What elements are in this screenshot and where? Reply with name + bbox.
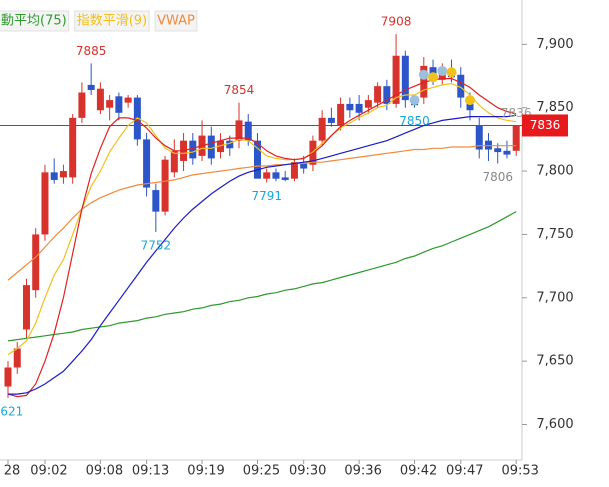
price-annotation: 7791 [251,189,282,203]
candle-body [512,125,520,151]
legend: 移動平均(75) 指数平滑(9) VWAP [0,10,198,32]
candle-body [217,140,225,153]
signal-dot [409,95,420,106]
price-annotation: 7850 [399,114,430,128]
signal-dot [418,69,429,80]
candle-body [337,103,345,126]
candle-body [170,150,178,173]
candle-body [484,140,492,150]
candle-body [189,140,197,159]
candle-body [124,97,132,103]
signal-dot [446,67,457,78]
x-tick-label: 09:02 [30,464,67,479]
y-tick-label: 7,600 [536,417,573,432]
y-tick-label: 7,900 [536,37,573,52]
candle-body [272,172,280,179]
signal-dot [428,72,439,83]
line-series [8,114,517,395]
price-annotation: 7854 [224,83,255,97]
candle-body [281,177,289,180]
x-tick-label: 28 [4,464,21,479]
y-tick-label: 7,750 [536,227,573,242]
candle-body [161,159,169,212]
y-tick-label: 7,850 [536,100,573,115]
price-annotation: 7621 [0,404,23,418]
candle-body [235,120,243,141]
candle-body [494,148,502,153]
x-tick-label: 09:25 [243,464,280,479]
candle-body [32,234,40,291]
x-tick-label: 09:53 [501,464,538,479]
candle-body [4,367,12,387]
legend-box [0,10,70,32]
price-annotation: 7752 [141,238,172,252]
candle-body [50,172,58,180]
candle-body [401,55,409,101]
line-series [7,211,517,342]
candle-body [290,162,298,179]
candle-body [152,190,160,212]
candle-body [383,86,391,104]
signal-dot [465,95,475,106]
x-tick-label: 09:08 [86,464,123,479]
candle-body [503,150,511,155]
candle-body [226,140,234,149]
candle-body [263,172,271,179]
candle-body [13,348,21,368]
x-tick-label: 09:47 [446,464,483,479]
x-tick-label: 09:42 [400,464,437,479]
price-annotation: 7806 [482,170,513,184]
candle-body [87,84,95,90]
legend-box [154,10,198,32]
candle-body [143,139,151,188]
candle-body [41,172,49,235]
x-tick-label: 09:36 [344,464,381,479]
legend-entry: 移動平均(75) [0,14,67,29]
line-series [7,82,517,356]
price-annotation: 7885 [76,44,107,58]
candle-body [96,88,104,111]
candle-body [207,135,215,159]
candle-body [392,55,400,104]
x-tick-label: 09:13 [132,464,169,479]
y-tick-label: 7,800 [536,164,573,179]
x-tick-label: 09:30 [289,464,326,479]
candle-body [318,117,326,141]
candle-body [59,171,67,178]
candle-body [69,117,77,178]
legend-box [74,10,150,32]
candle-body [364,100,372,108]
legend-entry: VWAP [157,14,195,29]
candle-body [374,86,382,103]
candle-body [106,100,114,108]
signal-dot [437,65,448,76]
candle-body [78,92,86,118]
candle-body [253,140,261,179]
candle-body [457,74,465,98]
candle-body [115,96,123,113]
y-tick-label: 7,650 [536,354,573,369]
last-price-label: 7836 [530,118,561,132]
line-series [7,145,517,281]
candle-body [22,285,30,330]
candle-body [300,163,308,169]
candle-body [475,125,483,150]
last-price-tag [522,114,568,137]
price-annotation: 7908 [381,15,412,29]
x-tick-label: 09:19 [187,464,224,479]
candle-body [420,65,428,98]
legend-entry: 指数平滑(9) [77,14,147,29]
y-tick-label: 7,700 [536,290,573,305]
candle-body [355,103,363,113]
candle-body [327,117,335,123]
candle-body [244,121,252,141]
candle-body [346,103,354,111]
